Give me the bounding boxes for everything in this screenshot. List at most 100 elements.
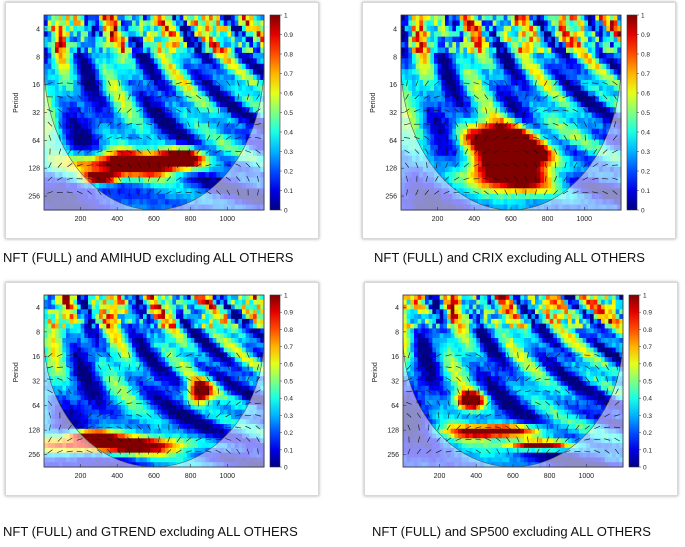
- heatmap-cell: [470, 193, 475, 200]
- heatmap-cell: [551, 58, 556, 65]
- heatmap-cell: [434, 74, 439, 81]
- heatmap-cell: [474, 188, 479, 195]
- heatmap-cell: [496, 155, 501, 162]
- heatmap-cell: [117, 36, 122, 43]
- heatmap-cell: [423, 42, 428, 48]
- heatmap-cell: [80, 42, 85, 48]
- heatmap-cell: [474, 85, 479, 92]
- heatmap-cell: [507, 123, 512, 130]
- heatmap-cell: [124, 304, 129, 310]
- heatmap-cell: [143, 166, 148, 173]
- heatmap-cell: [507, 96, 512, 103]
- heatmap-cell: [69, 112, 74, 119]
- heatmap-cell: [187, 90, 192, 97]
- heatmap-cell: [234, 20, 239, 27]
- y-tick-label: 4: [393, 26, 397, 33]
- heatmap-cell: [84, 299, 89, 305]
- phase-arrow: [503, 121, 509, 127]
- heatmap-cell: [99, 182, 104, 189]
- heatmap-cell: [102, 101, 107, 108]
- heatmap-cell: [238, 52, 243, 59]
- heatmap-cell: [201, 101, 206, 108]
- heatmap-cell: [183, 63, 188, 70]
- phase-arrow: [96, 150, 103, 153]
- heatmap-cell: [544, 58, 549, 65]
- heatmap-cell: [514, 188, 519, 195]
- heatmap-cell: [69, 299, 74, 305]
- heatmap-cell: [419, 20, 424, 27]
- heatmap-cell: [88, 123, 93, 130]
- heatmap-cell: [617, 47, 622, 54]
- heatmap-cell: [522, 107, 527, 113]
- heatmap-cell: [179, 161, 184, 168]
- heatmap-cell: [606, 20, 611, 27]
- heatmap-cell: [242, 36, 247, 43]
- colorbar-tick-label: 0.1: [284, 188, 293, 195]
- heatmap-cell: [474, 182, 479, 189]
- heatmap-cell: [467, 117, 472, 124]
- heatmap-cell: [470, 139, 475, 146]
- heatmap-cell: [165, 193, 170, 200]
- heatmap-cell: [437, 161, 442, 168]
- heatmap-cell: [522, 96, 527, 103]
- heatmap-cell: [514, 112, 519, 119]
- heatmap-cell: [80, 31, 85, 38]
- heatmap-cell: [183, 117, 188, 124]
- heatmap-cell: [522, 150, 527, 157]
- heatmap-cell: [452, 90, 457, 97]
- heatmap-cell: [146, 36, 151, 43]
- phase-arrow: [146, 135, 152, 140]
- heatmap-cell: [434, 63, 439, 70]
- heatmap-cell: [223, 69, 228, 75]
- heatmap-cell: [492, 112, 497, 119]
- heatmap-cell: [194, 42, 199, 48]
- heatmap-cell: [157, 52, 162, 59]
- heatmap-cell: [558, 112, 563, 119]
- heatmap-cell: [121, 161, 126, 168]
- heatmap-cell: [238, 123, 243, 130]
- heatmap-cell: [452, 58, 457, 65]
- heatmap-cell: [434, 69, 439, 75]
- heatmap-cell: [227, 47, 232, 54]
- heatmap-cell: [62, 90, 67, 97]
- heatmap-cell: [415, 96, 420, 103]
- heatmap-cell: [209, 107, 214, 113]
- heatmap-cell: [99, 52, 104, 59]
- heatmap-cell: [73, 145, 78, 151]
- heatmap-cell: [522, 58, 527, 65]
- heatmap-cell: [84, 101, 89, 108]
- heatmap-cell: [132, 304, 137, 310]
- heatmap-cell: [467, 172, 472, 178]
- phase-arrow: [47, 121, 53, 127]
- heatmap-cell: [474, 101, 479, 108]
- heatmap-cell: [99, 177, 104, 184]
- heatmap-cell: [135, 31, 140, 38]
- heatmap-cell: [117, 128, 122, 135]
- heatmap-cell: [150, 177, 155, 184]
- heatmap-cell: [106, 117, 111, 124]
- heatmap-cell: [51, 107, 56, 113]
- heatmap-cell: [459, 63, 464, 70]
- heatmap-cell: [485, 74, 490, 81]
- heatmap-cell: [606, 31, 611, 38]
- heatmap-cell: [474, 36, 479, 43]
- heatmap-cell: [135, 172, 140, 178]
- heatmap-cell: [540, 20, 545, 27]
- heatmap-cell: [408, 63, 413, 70]
- heatmap-cell: [577, 117, 582, 124]
- heatmap-cell: [555, 42, 560, 48]
- heatmap-cell: [99, 304, 104, 310]
- heatmap-cell: [117, 42, 122, 48]
- phase-arrow: [126, 108, 132, 113]
- heatmap-cell: [518, 193, 523, 200]
- phase-arrow: [166, 190, 172, 195]
- heatmap-cell: [253, 63, 258, 70]
- heatmap-cell: [253, 112, 258, 119]
- heatmap-cell: [113, 172, 118, 178]
- heatmap-cell: [172, 193, 177, 200]
- heatmap-cell: [500, 155, 505, 162]
- heatmap-cell: [588, 155, 593, 162]
- heatmap-cell: [555, 31, 560, 38]
- phase-arrow: [185, 177, 192, 181]
- heatmap-cell: [562, 150, 567, 157]
